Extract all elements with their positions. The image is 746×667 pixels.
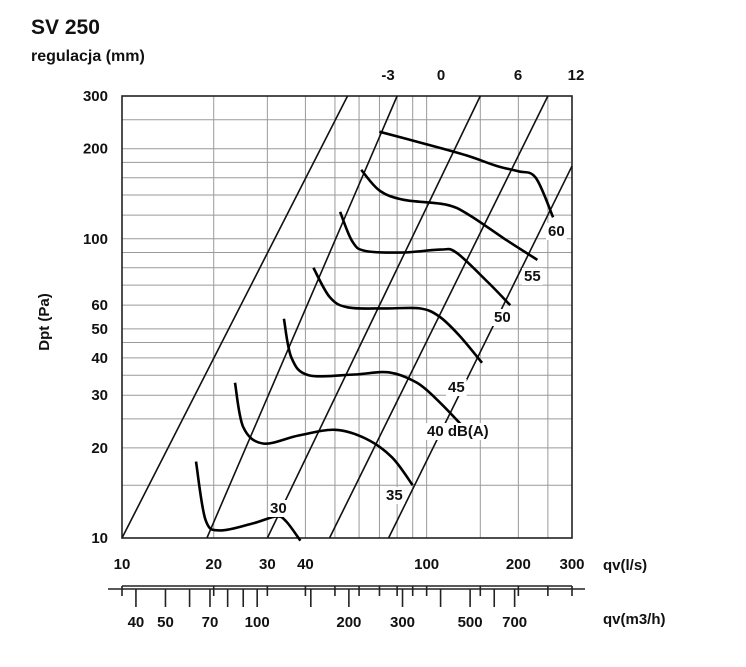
chart-subtitle: regulacja (mm) bbox=[31, 48, 145, 65]
regulation-label: -3 bbox=[381, 67, 394, 84]
x2-tick-label: 100 bbox=[245, 614, 270, 631]
curve-label-bg bbox=[546, 223, 567, 240]
sound-level-curves bbox=[194, 130, 555, 542]
curve-label-50: 50 bbox=[494, 309, 511, 326]
sound-curve-45 bbox=[312, 267, 484, 364]
y-tick-label: 20 bbox=[91, 440, 108, 457]
x2-tick-label: 40 bbox=[128, 614, 145, 631]
curve-label-bg bbox=[425, 423, 491, 440]
x-tick-label: 30 bbox=[259, 556, 276, 573]
y-tick-label: 300 bbox=[83, 88, 108, 105]
system-curve-line bbox=[387, 165, 573, 538]
curve-label-bg bbox=[268, 500, 289, 517]
x-tick-label: 40 bbox=[297, 556, 314, 573]
curve-label-40: 40 dB(A) bbox=[427, 423, 489, 440]
y-tick-label: 50 bbox=[91, 321, 108, 338]
sound-curve-30 bbox=[194, 461, 302, 542]
chart-title: SV 250 bbox=[31, 16, 100, 39]
x2-tick-label: 70 bbox=[202, 614, 219, 631]
x-tick-label: 200 bbox=[506, 556, 531, 573]
x2-tick-label: 500 bbox=[458, 614, 483, 631]
x2-tick-label: 300 bbox=[390, 614, 415, 631]
x2-axis-label: qv(m3/h) bbox=[603, 611, 666, 628]
x2-tick-label: 700 bbox=[502, 614, 527, 631]
sound-curve-55 bbox=[360, 168, 539, 261]
curve-label-35: 35 bbox=[386, 487, 403, 504]
system-curve-line bbox=[206, 95, 398, 538]
curve-label-45: 45 bbox=[448, 379, 465, 396]
y-tick-label: 10 bbox=[91, 530, 108, 547]
x-axis-label: qv(l/s) bbox=[603, 557, 647, 574]
curve-label-bg bbox=[446, 379, 467, 396]
x-tick-label: 300 bbox=[559, 556, 584, 573]
regulation-label: 12 bbox=[568, 67, 585, 84]
y-tick-label: 40 bbox=[91, 350, 108, 367]
x-tick-label: 100 bbox=[414, 556, 439, 573]
curve-label-60: 60 bbox=[548, 223, 565, 240]
curve-label-30: 30 bbox=[270, 500, 287, 517]
sound-curve-50 bbox=[338, 211, 512, 307]
y-axis-label: Dpt (Pa) bbox=[36, 293, 53, 351]
y-tick-label: 30 bbox=[91, 387, 108, 404]
system-curve-line bbox=[122, 95, 349, 538]
system-curve-line bbox=[266, 95, 482, 538]
sound-curve-60 bbox=[379, 130, 555, 218]
x-tick-label: 10 bbox=[114, 556, 131, 573]
curve-label-bg bbox=[492, 309, 513, 326]
y-tick-label: 200 bbox=[83, 141, 108, 158]
x-tick-label: 20 bbox=[205, 556, 222, 573]
curve-label-bg bbox=[384, 487, 405, 504]
regulation-label: 6 bbox=[514, 67, 522, 84]
regulation-label: 0 bbox=[437, 67, 445, 84]
x2-tick-label: 50 bbox=[157, 614, 174, 631]
x2-tick-label: 200 bbox=[336, 614, 361, 631]
sound-curve-35 bbox=[233, 382, 414, 487]
grid bbox=[122, 96, 572, 538]
y-tick-label: 100 bbox=[83, 231, 108, 248]
curve-label-bg bbox=[522, 268, 543, 285]
sound-curve-40 bbox=[282, 318, 465, 428]
curve-label-55: 55 bbox=[524, 268, 541, 285]
y-tick-label: 60 bbox=[91, 297, 108, 314]
